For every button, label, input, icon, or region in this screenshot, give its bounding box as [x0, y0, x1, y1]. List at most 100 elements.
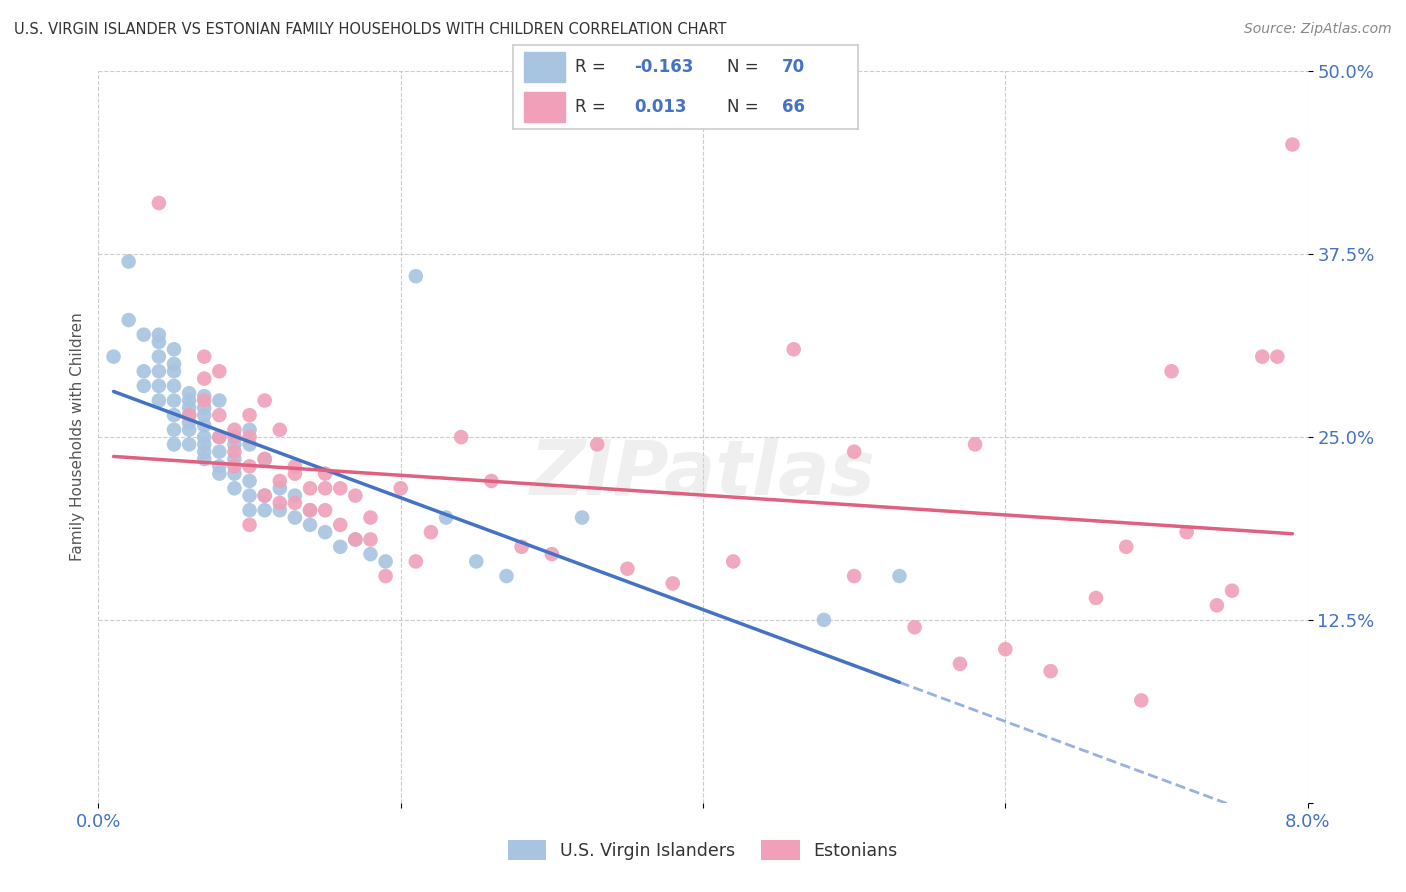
Point	[844, 569, 866, 583]
Point	[314, 503, 336, 517]
Y-axis label: Family Households with Children: Family Households with Children	[69, 313, 84, 561]
Point	[163, 357, 186, 371]
Point	[193, 418, 215, 433]
Point	[224, 430, 246, 444]
Point	[239, 517, 262, 532]
Point	[994, 642, 1017, 657]
Point	[269, 474, 291, 488]
Point	[208, 408, 231, 422]
Point	[193, 371, 215, 385]
Point	[360, 510, 382, 524]
Point	[148, 196, 170, 211]
Point	[1220, 583, 1243, 598]
Point	[132, 379, 155, 393]
Point	[193, 444, 215, 458]
Point	[193, 393, 215, 408]
Point	[299, 503, 322, 517]
Point	[1281, 137, 1303, 152]
Point	[284, 496, 307, 510]
Point	[239, 430, 262, 444]
Point	[239, 474, 262, 488]
Point	[314, 467, 336, 481]
Point	[224, 459, 246, 474]
Point	[148, 393, 170, 408]
Point	[148, 350, 170, 364]
Point	[253, 489, 276, 503]
Point	[148, 379, 170, 393]
Point	[239, 437, 262, 451]
Point	[239, 408, 262, 422]
Point	[163, 343, 186, 357]
Point	[148, 364, 170, 378]
Point	[586, 437, 609, 451]
Point	[450, 430, 472, 444]
Point	[889, 569, 911, 583]
Point	[179, 408, 201, 422]
Text: ZIPatlas: ZIPatlas	[530, 437, 876, 510]
Point	[224, 481, 246, 495]
Point	[540, 547, 562, 561]
Point	[179, 416, 201, 430]
Point	[208, 444, 231, 458]
Point	[179, 408, 201, 422]
Point	[239, 503, 262, 517]
Point	[224, 423, 246, 437]
Point	[965, 437, 987, 451]
Point	[661, 576, 683, 591]
Point	[1085, 591, 1108, 605]
Point	[314, 525, 336, 540]
Point	[495, 569, 517, 583]
Point	[389, 481, 412, 495]
Point	[1039, 664, 1062, 678]
Point	[163, 437, 186, 451]
Text: -0.163: -0.163	[634, 58, 693, 76]
Point	[1175, 525, 1198, 540]
Point	[269, 496, 291, 510]
Point	[193, 452, 215, 467]
Point	[1115, 540, 1137, 554]
Point	[224, 467, 246, 481]
Point	[284, 510, 307, 524]
Point	[299, 517, 322, 532]
Text: R =: R =	[575, 58, 612, 76]
Point	[844, 444, 866, 458]
Point	[163, 364, 186, 378]
Point	[1267, 350, 1289, 364]
Point	[360, 533, 382, 547]
Point	[616, 562, 638, 576]
Point	[1251, 350, 1274, 364]
Point	[163, 379, 186, 393]
Point	[163, 423, 186, 437]
Point	[239, 423, 262, 437]
Point	[405, 269, 427, 284]
Point	[132, 327, 155, 342]
Point	[571, 510, 593, 524]
Point	[329, 481, 352, 495]
Point	[118, 254, 141, 268]
Text: N =: N =	[727, 98, 763, 116]
Point	[420, 525, 443, 540]
Point	[481, 474, 503, 488]
Point	[284, 467, 307, 481]
Point	[510, 540, 533, 554]
Point	[118, 313, 141, 327]
Point	[103, 350, 125, 364]
Text: R =: R =	[575, 98, 612, 116]
Point	[374, 569, 396, 583]
Point	[344, 533, 367, 547]
Point	[193, 389, 215, 403]
Point	[179, 401, 201, 415]
Point	[434, 510, 457, 524]
Point	[193, 437, 215, 451]
Point	[193, 408, 215, 422]
Point	[208, 393, 231, 408]
Point	[904, 620, 927, 634]
Point	[193, 430, 215, 444]
Text: N =: N =	[727, 58, 763, 76]
Point	[179, 386, 201, 401]
Point	[405, 554, 427, 568]
Point	[344, 533, 367, 547]
Text: U.S. VIRGIN ISLANDER VS ESTONIAN FAMILY HOUSEHOLDS WITH CHILDREN CORRELATION CHA: U.S. VIRGIN ISLANDER VS ESTONIAN FAMILY …	[14, 22, 727, 37]
Point	[148, 334, 170, 349]
Point	[132, 364, 155, 378]
